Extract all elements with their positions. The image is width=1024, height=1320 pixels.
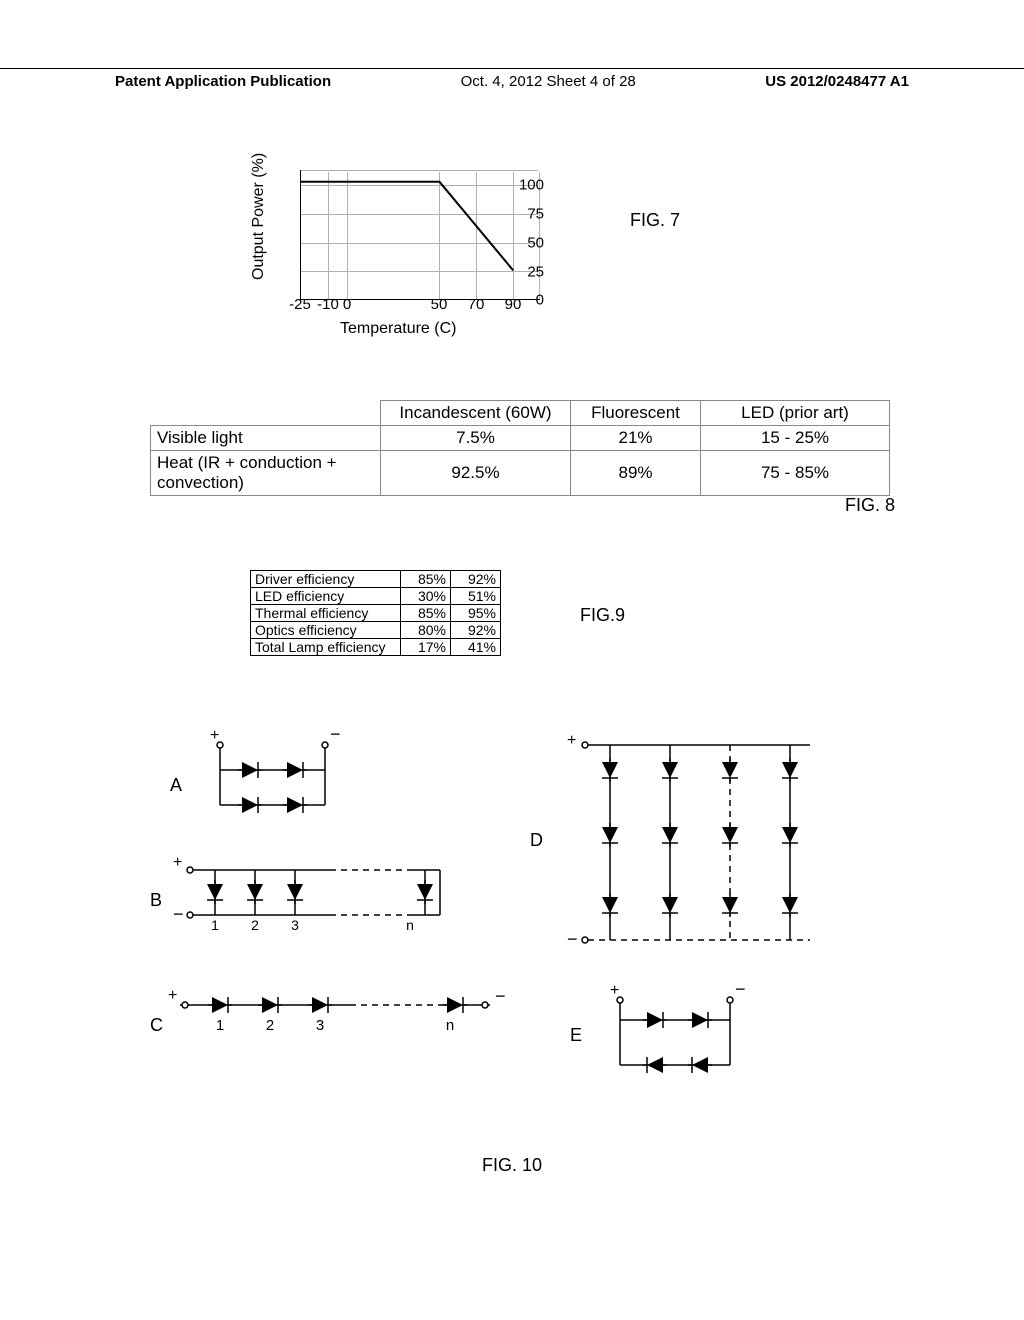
fig8-table-wrap: Incandescent (60W) Fluorescent LED (prio… (150, 400, 890, 496)
terminal-minus-icon: − (330, 730, 341, 744)
fig7-xtick: -25 (289, 296, 311, 313)
table-cell: 30% (401, 588, 451, 605)
diode-number: 1 (216, 1017, 224, 1034)
circuit-e-svg: + − (570, 985, 770, 1085)
terminal-minus-icon: − (173, 904, 184, 924)
diode-number: 3 (291, 917, 299, 933)
fig7-line (301, 170, 541, 300)
diode-number: n (406, 917, 414, 933)
circuit-b: B + − 1 2 3 n (150, 850, 460, 945)
diode-number: 2 (266, 1017, 274, 1034)
fig9-table-wrap: Driver efficiency85%92% LED efficiency30… (250, 570, 501, 656)
circuit-e: E + − (570, 985, 770, 1090)
fig8-caption: FIG. 8 (845, 495, 895, 516)
fig7-xtick: 70 (468, 296, 485, 313)
fig7-xtick: 0 (343, 296, 351, 313)
terminal-plus-icon: + (610, 985, 619, 999)
table-cell: LED efficiency (251, 588, 401, 605)
table-row: Incandescent (60W) Fluorescent LED (prio… (151, 401, 890, 426)
table-cell: 17% (401, 639, 451, 656)
table-cell: 41% (451, 639, 501, 656)
table-corner (151, 401, 381, 426)
circuit-c-svg: + − 1 2 3 n (150, 980, 510, 1050)
table-row: Thermal efficiency85%95% (251, 605, 501, 622)
fig7-plot-area (300, 170, 540, 300)
header-center: Oct. 4, 2012 Sheet 4 of 28 (461, 73, 636, 90)
table-cell: 92% (451, 622, 501, 639)
terminal-plus-icon: + (210, 730, 219, 744)
table-cell: Driver efficiency (251, 571, 401, 588)
terminal-minus-icon: − (567, 929, 578, 949)
circuit-b-svg: + − 1 2 3 n (150, 850, 460, 940)
table-row: Optics efficiency80%92% (251, 622, 501, 639)
table-cell: 85% (401, 605, 451, 622)
table-rowheader: Visible light (151, 426, 381, 451)
terminal-plus-icon: + (567, 732, 576, 749)
fig8-table: Incandescent (60W) Fluorescent LED (prio… (150, 400, 890, 496)
terminal-plus-icon: + (168, 987, 177, 1004)
circuit-a-svg: + − (170, 730, 370, 830)
table-rowheader: Heat (IR + conduction + convection) (151, 451, 381, 496)
circuit-label-e: E (570, 1025, 582, 1046)
fig10-circuits: A + − B (150, 730, 890, 1150)
terminal-minus-icon: − (735, 985, 746, 999)
fig7-xlabel: Temperature (C) (340, 320, 456, 338)
table-cell: 51% (451, 588, 501, 605)
table-cell: 92.5% (381, 451, 571, 496)
fig9-caption: FIG.9 (580, 605, 625, 626)
diode-number: n (446, 1017, 454, 1034)
fig7-ytick: 50 (527, 235, 544, 252)
table-cell: 75 - 85% (701, 451, 890, 496)
table-cell: 80% (401, 622, 451, 639)
table-cell: 95% (451, 605, 501, 622)
table-row: Heat (IR + conduction + convection) 92.5… (151, 451, 890, 496)
table-row: Total Lamp efficiency17%41% (251, 639, 501, 656)
fig7-xtick: 90 (505, 296, 522, 313)
table-row: Visible light 7.5% 21% 15 - 25% (151, 426, 890, 451)
table-header: Fluorescent (571, 401, 701, 426)
fig7-ytick: 25 (527, 264, 544, 281)
circuit-label-b: B (150, 890, 162, 911)
table-cell: 92% (451, 571, 501, 588)
fig7-caption: FIG. 7 (630, 210, 680, 231)
table-row: LED efficiency30%51% (251, 588, 501, 605)
circuit-a: A + − (170, 730, 370, 835)
header-right: US 2012/0248477 A1 (765, 73, 909, 90)
terminal-minus-icon: − (495, 986, 506, 1006)
fig7-xtick: -10 (317, 296, 339, 313)
table-cell: Total Lamp efficiency (251, 639, 401, 656)
diode-number: 3 (316, 1017, 324, 1034)
circuit-c: C + − 1 2 3 n (150, 980, 510, 1055)
circuit-label-d: D (530, 830, 543, 851)
table-cell: 21% (571, 426, 701, 451)
table-cell: 7.5% (381, 426, 571, 451)
fig7-ytick: 75 (527, 206, 544, 223)
page-header: Patent Application Publication Oct. 4, 2… (0, 68, 1024, 90)
diode-number: 2 (251, 917, 259, 933)
circuit-d: D + − (530, 730, 840, 965)
table-header: LED (prior art) (701, 401, 890, 426)
table-cell: 15 - 25% (701, 426, 890, 451)
diode-number: 1 (211, 917, 219, 933)
fig9-table: Driver efficiency85%92% LED efficiency30… (250, 570, 501, 656)
table-cell: Optics efficiency (251, 622, 401, 639)
fig7-ytick: 100 (519, 177, 544, 194)
fig7-ytick: 0 (536, 292, 544, 309)
table-cell: 85% (401, 571, 451, 588)
table-header: Incandescent (60W) (381, 401, 571, 426)
circuit-d-svg: + − (530, 730, 840, 960)
circuit-label-c: C (150, 1015, 163, 1036)
table-cell: 89% (571, 451, 701, 496)
fig7-xtick: 50 (431, 296, 448, 313)
fig7-ylabel: Output Power (%) (250, 153, 268, 280)
table-row: Driver efficiency85%92% (251, 571, 501, 588)
header-left: Patent Application Publication (115, 73, 331, 90)
table-cell: Thermal efficiency (251, 605, 401, 622)
circuit-label-a: A (170, 775, 182, 796)
fig10-caption: FIG. 10 (0, 1155, 1024, 1176)
terminal-plus-icon: + (173, 854, 182, 871)
